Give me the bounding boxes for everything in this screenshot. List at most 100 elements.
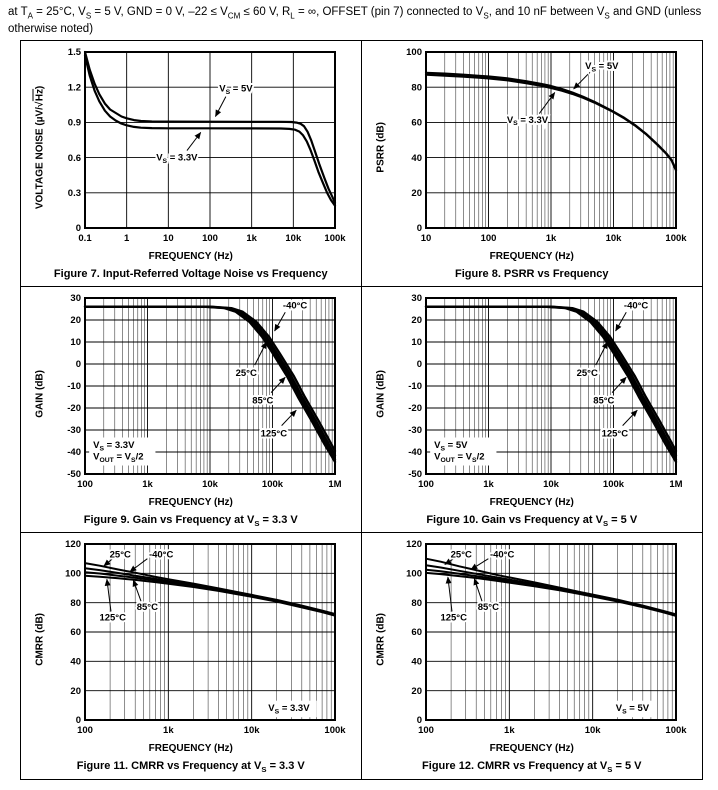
svg-text:1.5: 1.5 — [68, 47, 82, 58]
svg-text:85°C: 85°C — [136, 602, 157, 613]
svg-text:-40°C: -40°C — [490, 549, 515, 560]
svg-text:125°C: 125°C — [440, 612, 467, 623]
svg-text:10: 10 — [163, 233, 174, 244]
figure-11-chart: 0 20 40 60 80 100 120 100 1k 10k 100k 25°C -40°C 85°C… — [65, 539, 346, 736]
svg-text:20: 20 — [411, 315, 422, 326]
svg-text:125°C: 125°C — [99, 612, 126, 623]
svg-text:100k: 100k — [324, 725, 346, 736]
figure-10-chart: -50 -40 -30 -20 -10 0 10 20 30 100 1k 10k 100k 1M -40°… — [408, 293, 682, 490]
svg-text:60: 60 — [411, 627, 422, 638]
svg-text:-40°C: -40°C — [283, 300, 308, 311]
svg-text:-50: -50 — [67, 469, 81, 480]
svg-text:125°C: 125°C — [601, 428, 628, 439]
figure-12-y-axis-label: CMRR (dB) — [375, 613, 387, 667]
svg-text:VS = 5V: VS = 5V — [434, 440, 468, 452]
svg-text:0: 0 — [75, 715, 80, 726]
svg-text:100: 100 — [202, 233, 218, 244]
svg-text:-40°C: -40°C — [624, 300, 649, 311]
svg-text:-10: -10 — [67, 381, 81, 392]
svg-text:120: 120 — [406, 539, 422, 550]
figure-8-chart: 0 20 40 60 80 100 10 100 1k 10k 100k VS = 5V VS = 3.… — [406, 47, 687, 244]
figure-9-y-axis-label: GAIN (dB) — [34, 369, 46, 418]
svg-text:80: 80 — [411, 82, 422, 93]
figure-10-y-axis-label: GAIN (dB) — [375, 369, 387, 418]
svg-text:0.9: 0.9 — [68, 117, 81, 128]
svg-text:40: 40 — [411, 152, 422, 163]
svg-text:-20: -20 — [408, 403, 422, 414]
svg-text:10k: 10k — [285, 233, 302, 244]
svg-text:VS = 3.3V: VS = 3.3V — [93, 440, 135, 452]
figure-11-caption: Figure 11. CMRR vs Frequency at VS = 3.3… — [76, 759, 305, 774]
figure-11-y-axis-label: CMRR (dB) — [34, 613, 46, 667]
figure-9-chart: -50 -40 -30 -20 -10 0 10 20 30 100 1k 10k 100k 1M -40°… — [67, 293, 341, 490]
svg-text:VS = 3.3V: VS = 3.3V — [268, 703, 310, 715]
svg-text:10k: 10k — [605, 233, 622, 244]
svg-text:1k: 1k — [246, 233, 257, 244]
svg-text:-10: -10 — [408, 381, 422, 392]
figure-7-y-axis-label: VOLTAGE NOISE (µV/√ Hz) — [34, 86, 46, 210]
svg-text:20: 20 — [411, 686, 422, 697]
svg-text:10k: 10k — [584, 725, 601, 736]
figure-12-chart: 0 20 40 60 80 100 120 100 1k 10k 100k 25°C -40°C 85°C… — [406, 539, 687, 736]
figure-9-x-axis-label: FREQUENCY (Hz) — [148, 496, 233, 508]
svg-text:100k: 100k — [665, 233, 687, 244]
svg-text:VS = 5V: VS = 5V — [585, 61, 619, 73]
svg-text:0: 0 — [416, 359, 421, 370]
figure-10-panel: GAIN (dB) -50 -40 -30 -20 -10 0 10 20 30 100 1k 10k… — [361, 287, 702, 533]
test-conditions-note: at TA = 25°C, VS = 5 V, GND = 0 V, –22 ≤… — [8, 6, 702, 35]
figure-8-caption: Figure 8. PSRR vs Frequency — [455, 267, 609, 280]
svg-text:VS = 3.3V: VS = 3.3V — [507, 114, 549, 126]
svg-text:1M: 1M — [669, 479, 682, 490]
svg-text:10k: 10k — [202, 479, 219, 490]
figure-11-x-axis-label: FREQUENCY (Hz) — [148, 742, 233, 754]
svg-text:1k: 1k — [142, 479, 153, 490]
svg-text:0.1: 0.1 — [78, 233, 92, 244]
svg-text:25°C: 25°C — [576, 367, 597, 378]
svg-text:VS = 3.3V: VS = 3.3V — [156, 152, 198, 164]
svg-text:-40°C: -40°C — [149, 549, 174, 560]
figure-10-caption: Figure 10. Gain vs Frequency at VS = 5 V — [426, 513, 638, 528]
svg-text:0: 0 — [416, 223, 421, 234]
svg-text:85°C: 85°C — [252, 395, 273, 406]
figure-12-caption: Figure 12. CMRR vs Frequency at VS = 5 V — [422, 759, 642, 774]
svg-text:85°C: 85°C — [477, 602, 498, 613]
svg-text:10: 10 — [411, 337, 422, 348]
svg-text:10: 10 — [420, 233, 431, 244]
svg-text:100k: 100k — [324, 233, 346, 244]
svg-text:100: 100 — [77, 725, 93, 736]
figure-7-x-axis-label: FREQUENCY (Hz) — [148, 250, 233, 262]
svg-text:30: 30 — [70, 293, 81, 304]
svg-text:10k: 10k — [543, 479, 560, 490]
svg-text:120: 120 — [65, 539, 81, 550]
figure-8-y-axis-label: PSRR (dB) — [375, 122, 387, 173]
svg-text:30: 30 — [411, 293, 422, 304]
svg-text:100: 100 — [65, 568, 81, 579]
svg-text:40: 40 — [411, 656, 422, 667]
svg-text:-40: -40 — [408, 447, 422, 458]
svg-text:1k: 1k — [504, 725, 515, 736]
svg-text:125°C: 125°C — [260, 428, 287, 439]
svg-text:0: 0 — [75, 359, 80, 370]
svg-text:100k: 100k — [665, 725, 687, 736]
svg-text:1M: 1M — [328, 479, 341, 490]
svg-text:1.2: 1.2 — [68, 82, 81, 93]
figure-9-panel: GAIN (dB) -50 -40 -30 -20 -10 0 10 20 30 100 1k 10k… — [21, 286, 362, 533]
svg-text:100: 100 — [480, 233, 496, 244]
svg-text:80: 80 — [411, 598, 422, 609]
svg-text:VOUT = VS/2: VOUT = VS/2 — [93, 451, 143, 463]
figure-12-x-axis-label: FREQUENCY (Hz) — [489, 742, 574, 754]
svg-text:100: 100 — [406, 568, 422, 579]
svg-text:25°C: 25°C — [450, 549, 471, 560]
svg-text:20: 20 — [411, 188, 422, 199]
svg-text:VS = 5V: VS = 5V — [616, 703, 650, 715]
figure-7-caption: Figure 7. Input-Referred Voltage Noise v… — [53, 267, 328, 280]
svg-text:VOUT = VS/2: VOUT = VS/2 — [434, 451, 484, 463]
svg-text:10k: 10k — [243, 725, 260, 736]
svg-text:1k: 1k — [483, 479, 494, 490]
figure-grid: VOLTAGE NOISE (µV/√ Hz) 0 0.3 0.6 0.9 1.2 1.5 0… — [20, 39, 703, 780]
figure-10-x-axis-label: FREQUENCY (Hz) — [489, 496, 574, 508]
svg-text:0.3: 0.3 — [68, 188, 81, 199]
svg-text:0: 0 — [416, 715, 421, 726]
figure-12-panel: CMRR (dB) 0 20 40 60 80 100 120 100 1k 10k 100k 25°… — [362, 533, 703, 779]
svg-text:40: 40 — [70, 656, 81, 667]
